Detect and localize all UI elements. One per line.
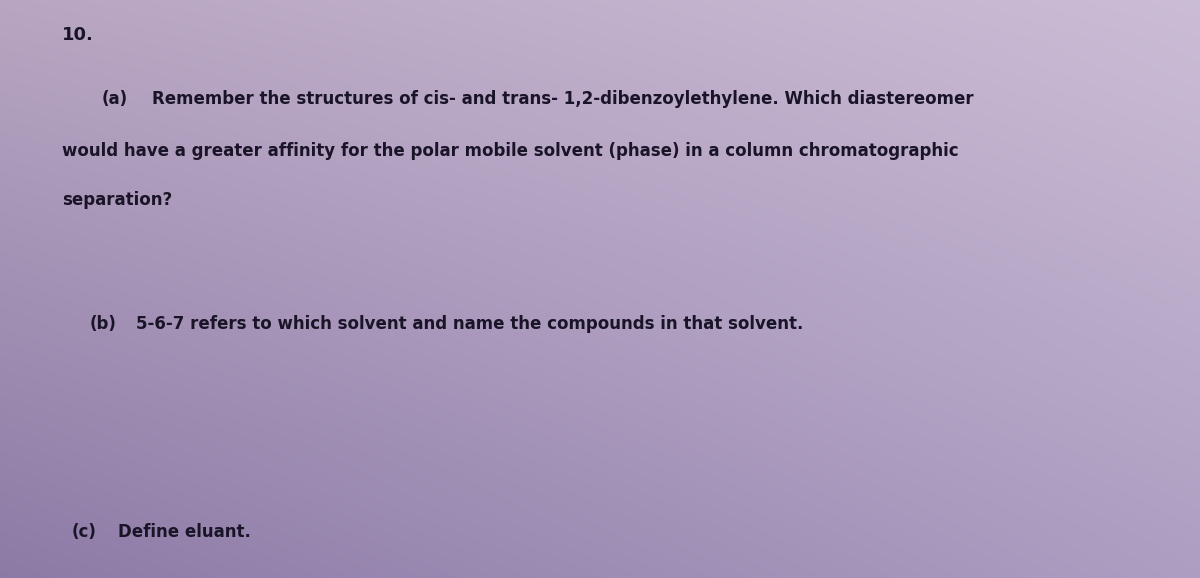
Text: Define eluant.: Define eluant. <box>118 523 251 541</box>
Text: 5-6-7 refers to which solvent and name the compounds in that solvent.: 5-6-7 refers to which solvent and name t… <box>136 315 803 333</box>
Text: would have a greater affinity for the polar mobile solvent (phase) in a column c: would have a greater affinity for the po… <box>62 142 959 160</box>
Text: (a): (a) <box>102 90 128 108</box>
Text: (c): (c) <box>72 523 97 541</box>
Text: (b): (b) <box>90 315 116 333</box>
Text: Remember the structures of cis- and trans- 1,2-dibenzoylethylene. Which diastere: Remember the structures of cis- and tran… <box>152 90 974 108</box>
Text: 10.: 10. <box>62 26 95 44</box>
Text: separation?: separation? <box>62 191 173 209</box>
